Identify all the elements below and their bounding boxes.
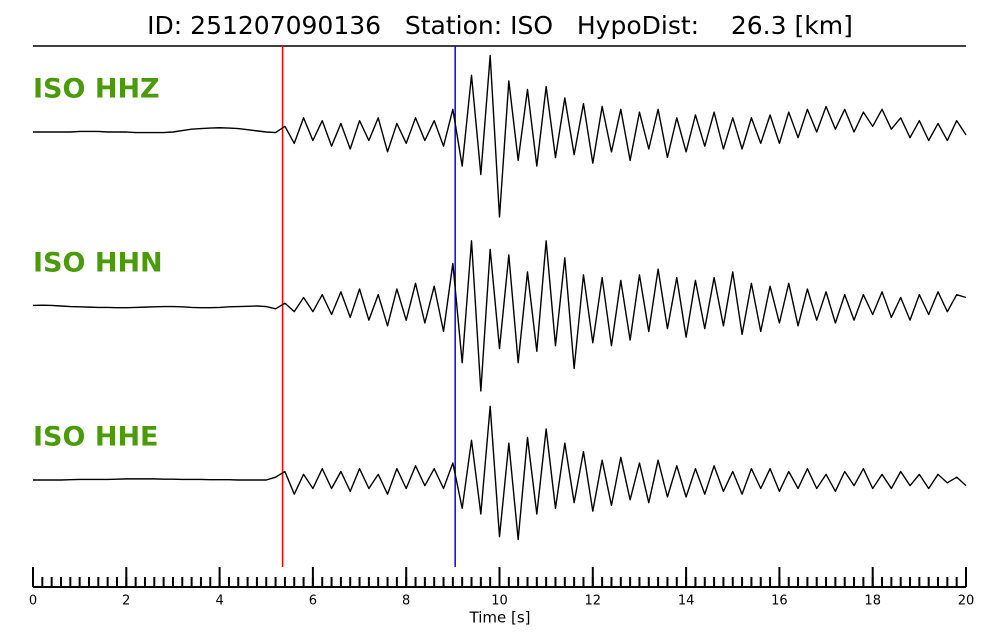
waveform bbox=[32, 240, 967, 392]
x-tick-label: 14 bbox=[678, 594, 695, 609]
waveform bbox=[33, 405, 967, 541]
x-tick-label: 8 bbox=[402, 594, 410, 609]
trace-label: ISO HHZ bbox=[33, 74, 160, 105]
trace-label: ISO HHE bbox=[33, 422, 158, 453]
x-tick-label: 0 bbox=[29, 594, 37, 609]
x-tick-label: 2 bbox=[122, 594, 130, 609]
x-axis-label: Time [s] bbox=[469, 609, 531, 627]
x-tick-label: 18 bbox=[864, 594, 881, 609]
chart-title: ID: 251207090136 Station: ISO HypoDist: … bbox=[147, 11, 853, 40]
x-tick-label: 4 bbox=[215, 594, 223, 609]
x-tick-label: 12 bbox=[585, 594, 602, 609]
waveform bbox=[33, 54, 967, 218]
x-tick-label: 10 bbox=[491, 594, 508, 609]
trace-label: ISO HHN bbox=[33, 248, 163, 279]
x-tick-label: 20 bbox=[958, 594, 975, 609]
x-tick-label: 6 bbox=[309, 594, 317, 609]
x-tick-label: 16 bbox=[771, 594, 788, 609]
